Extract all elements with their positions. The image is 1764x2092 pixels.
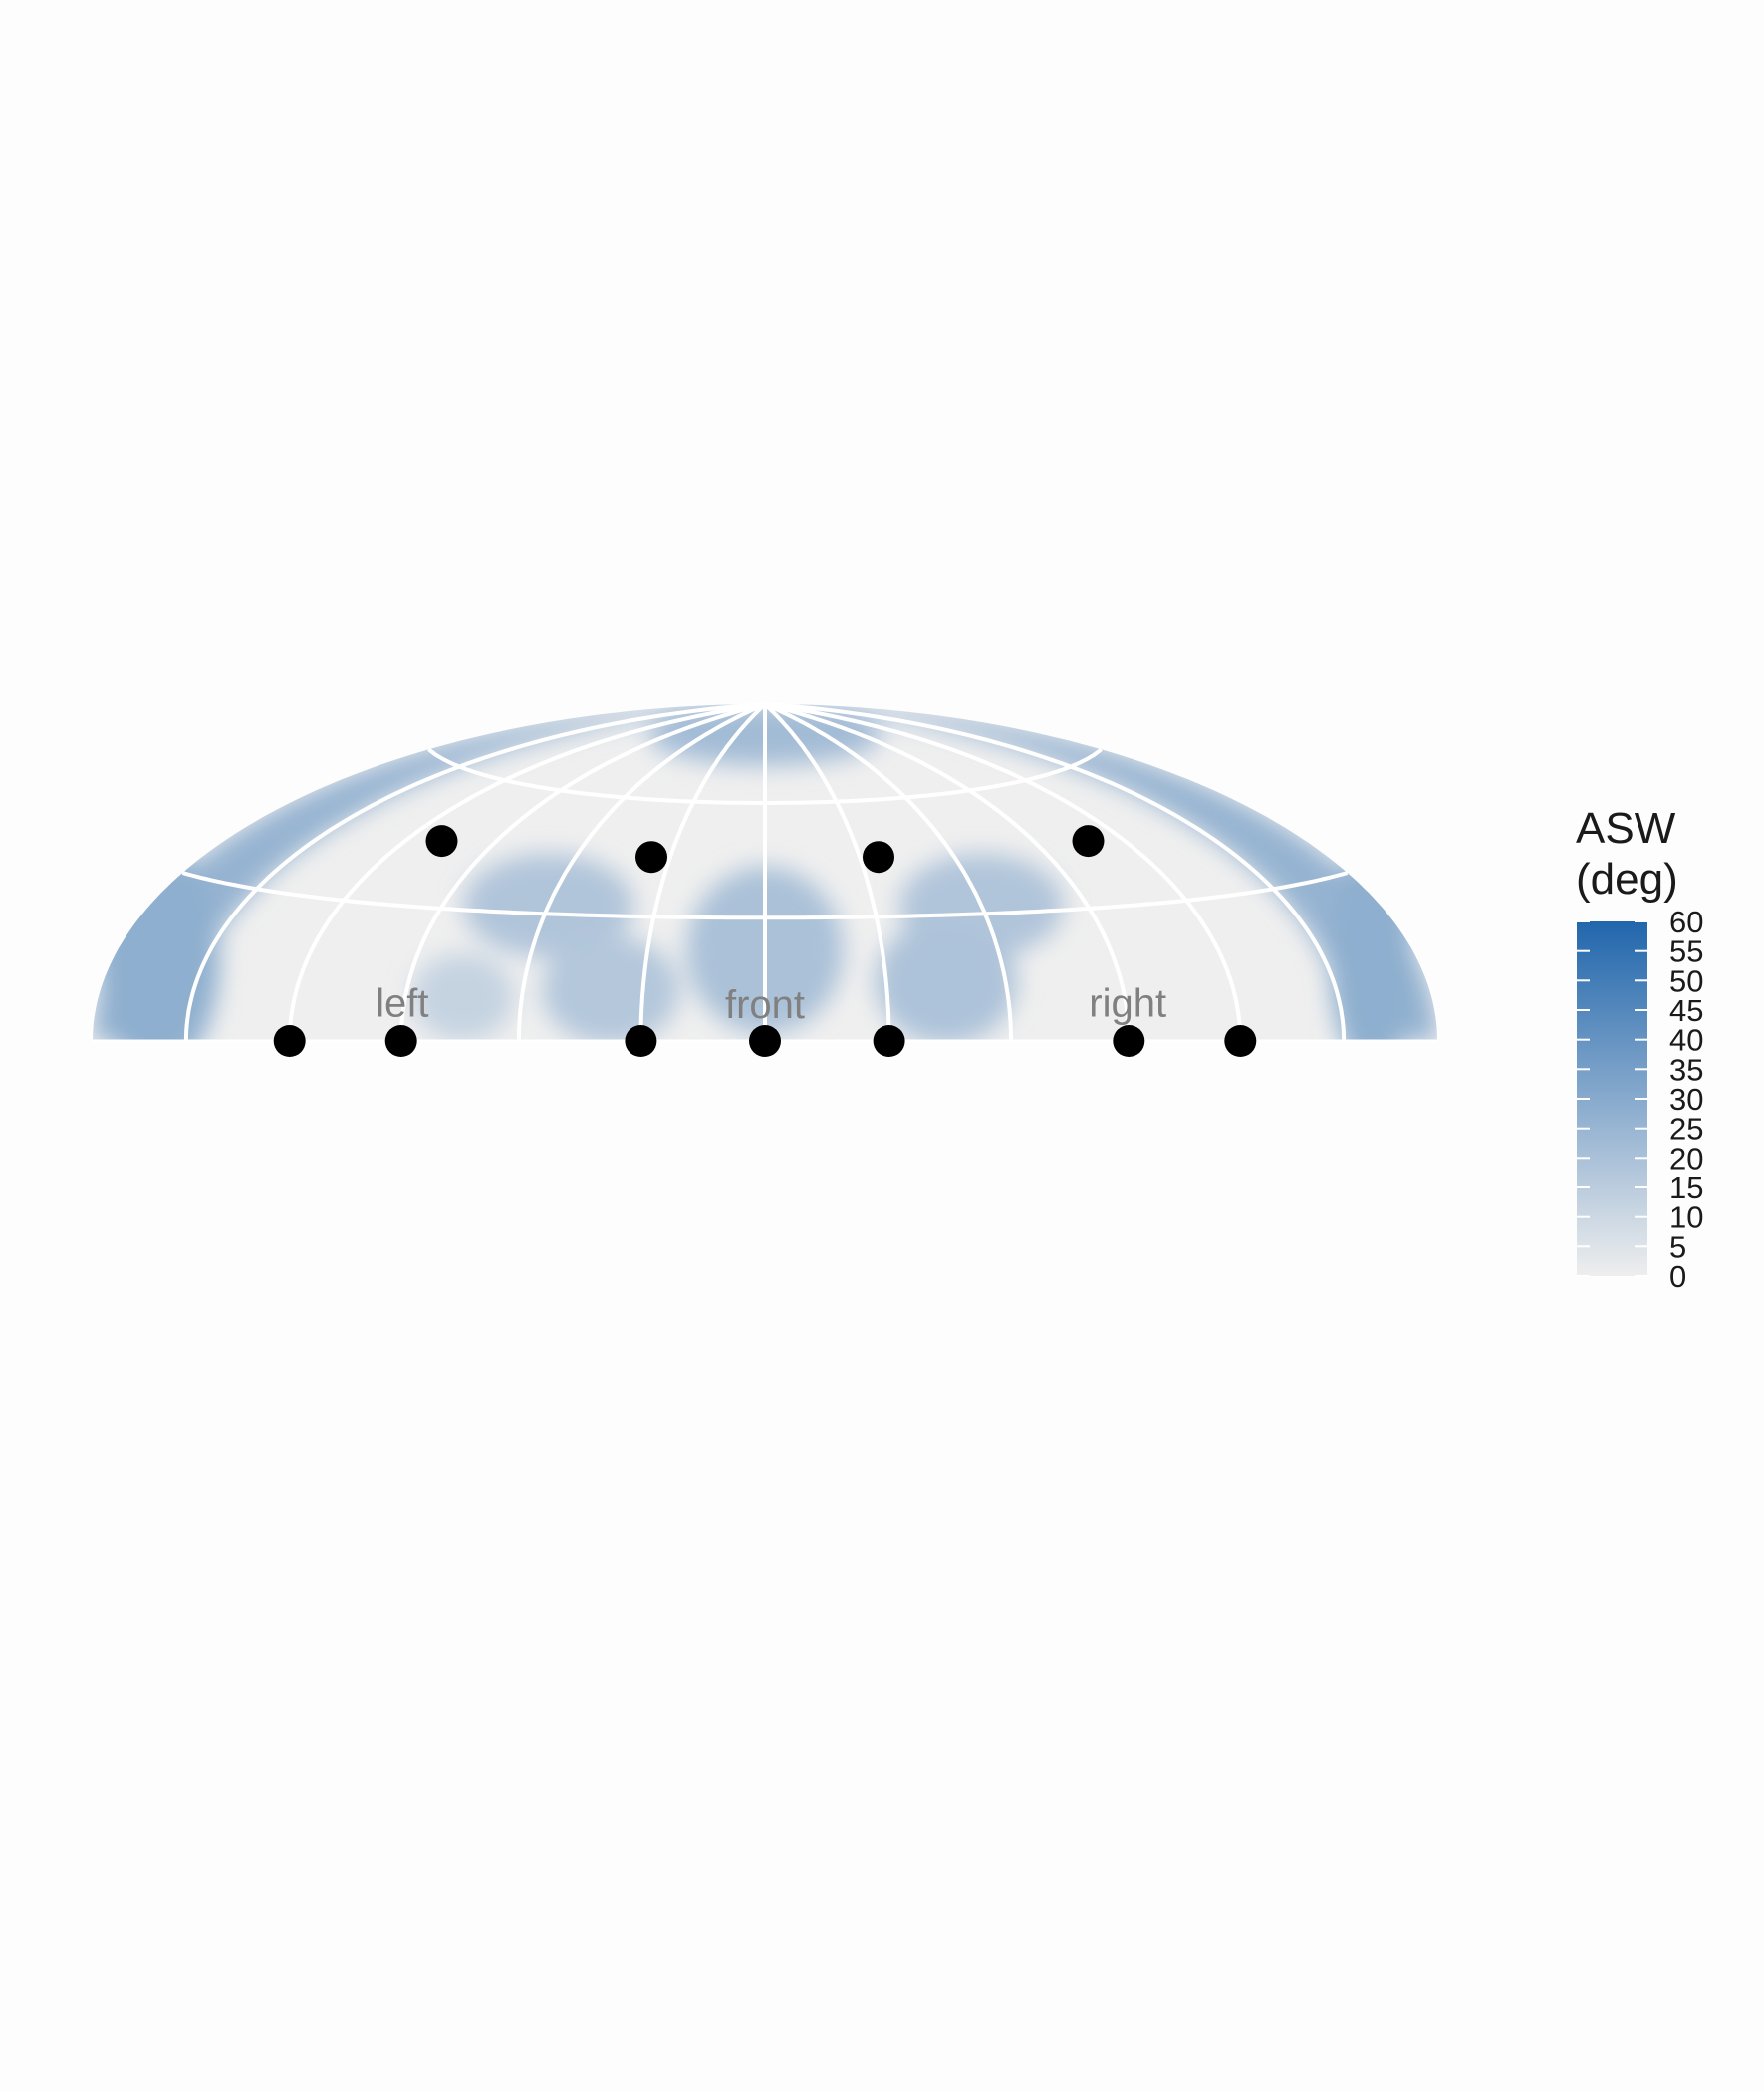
field-region — [875, 919, 1018, 1041]
colorbar-tick-label: 40 — [1669, 1023, 1703, 1058]
colorbar-tick-label: 5 — [1669, 1229, 1686, 1264]
meridian-line — [763, 702, 891, 1041]
colorbar-tick-label: 25 — [1669, 1112, 1703, 1147]
field-region — [411, 953, 514, 1041]
loudspeaker-point — [863, 841, 894, 874]
meridian-line — [287, 702, 766, 1042]
graticule — [93, 702, 1437, 1043]
legend-title-line1: ASW — [1576, 804, 1676, 853]
colorbar-tick-label: 20 — [1669, 1141, 1703, 1176]
colorbar-tick-label: 55 — [1669, 934, 1703, 969]
loudspeaker-point — [1113, 1025, 1145, 1057]
dome-plot: left front right — [93, 702, 1437, 1057]
meridian-line — [516, 702, 766, 1042]
meridian-line — [764, 702, 1347, 1042]
field-region — [542, 936, 680, 1041]
region-label-right: right — [1089, 981, 1166, 1025]
loudspeaker-point — [384, 1025, 417, 1057]
loudspeaker-point — [625, 1025, 657, 1057]
loudspeaker-point — [749, 1025, 781, 1057]
colorbar-tick-label: 30 — [1669, 1082, 1703, 1117]
colorbar-tick-label: 10 — [1669, 1200, 1703, 1235]
region-label-left: left — [376, 981, 428, 1025]
meridian-line — [764, 702, 1014, 1042]
region-labels: left front right — [376, 981, 1166, 1027]
loudspeaker-point — [273, 1025, 306, 1057]
colorbar-tick-label: 60 — [1669, 905, 1703, 939]
region-label-front: front — [725, 983, 805, 1027]
loudspeaker-point — [635, 841, 667, 874]
meridian-line — [638, 702, 767, 1041]
loudspeaker-point — [873, 1025, 905, 1057]
loudspeaker-point — [425, 825, 458, 858]
field-region — [97, 846, 220, 1041]
colorbar-tick-label: 15 — [1669, 1171, 1703, 1205]
loudspeaker-point — [1224, 1025, 1257, 1057]
meridian-line — [764, 702, 1132, 1041]
meridian-line — [764, 702, 1243, 1042]
loudspeaker-points — [273, 825, 1257, 1057]
meridian-line — [183, 702, 766, 1042]
colorbar-tick-label: 35 — [1669, 1052, 1703, 1087]
parallel-line — [427, 747, 1103, 805]
colorbar-tick-label: 0 — [1669, 1259, 1686, 1294]
loudspeaker-point — [1072, 825, 1105, 858]
legend-title-line2: (deg) — [1576, 855, 1678, 904]
colorbar-tick-label: 50 — [1669, 963, 1703, 998]
meridian-line — [398, 702, 766, 1041]
parallel-line — [181, 871, 1349, 920]
colorbar-tick-label: 45 — [1669, 993, 1703, 1028]
